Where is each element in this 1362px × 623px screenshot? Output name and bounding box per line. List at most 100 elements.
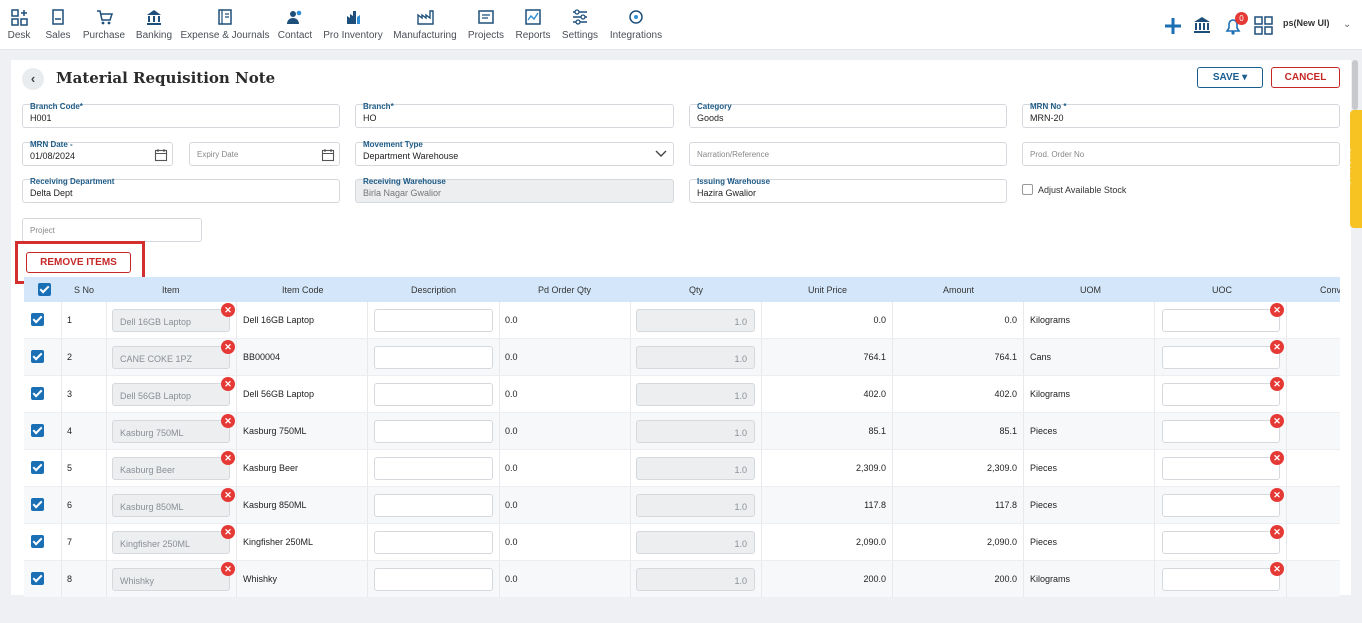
movement-type-select[interactable]: Movement Type Department Warehouse	[355, 140, 674, 166]
branch-field[interactable]: Branch* HO	[355, 102, 674, 128]
row-checkbox[interactable]	[31, 535, 44, 548]
description-input[interactable]	[374, 531, 493, 554]
remove-item-icon[interactable]: ✕	[221, 340, 235, 354]
checkbox[interactable]	[1022, 184, 1033, 195]
item-input[interactable]: Kasburg Beer	[112, 457, 230, 480]
item-input[interactable]: CANE COKE 1PZ	[112, 346, 230, 369]
qty-input[interactable]: 1.0	[636, 346, 755, 369]
page-scrollbar[interactable]	[1352, 60, 1358, 110]
mrn-date-field[interactable]: MRN Date - 01/08/2024	[22, 140, 173, 166]
receiving-department-field[interactable]: Receiving Department Delta Dept	[22, 177, 340, 203]
issuing-warehouse-field[interactable]: Issuing Warehouse Hazira Gwalior	[689, 177, 1007, 203]
description-input[interactable]	[374, 457, 493, 480]
remove-item-icon[interactable]: ✕	[221, 488, 235, 502]
row-checkbox[interactable]	[31, 498, 44, 511]
bank-icon[interactable]	[1192, 15, 1212, 38]
remove-uoc-icon[interactable]: ✕	[1270, 340, 1284, 354]
row-checkbox[interactable]	[31, 387, 44, 400]
remove-item-icon[interactable]: ✕	[221, 525, 235, 539]
item-input[interactable]: Kingfisher 250ML	[112, 531, 230, 554]
project-field[interactable]: Project	[22, 218, 202, 242]
uoc-input[interactable]	[1162, 309, 1280, 332]
company-label[interactable]: ps(New UI)	[1283, 18, 1330, 28]
uoc-input[interactable]	[1162, 531, 1280, 554]
qty-input[interactable]: 1.0	[636, 309, 755, 332]
qty-input[interactable]: 1.0	[636, 457, 755, 480]
calendar-icon[interactable]	[154, 148, 168, 162]
branch-code-field[interactable]: Branch Code* H001	[22, 102, 340, 128]
qty-input[interactable]: 1.0	[636, 383, 755, 406]
nav-expense-journals[interactable]: Expense & Journals	[175, 8, 276, 41]
remove-items-button[interactable]: REMOVE ITEMS	[26, 252, 131, 273]
narration-field[interactable]: Narration/Reference	[689, 142, 1007, 166]
item-input[interactable]: Kasburg 850ML	[112, 494, 230, 517]
nav-desk[interactable]: Desk	[4, 8, 34, 41]
nav-sales[interactable]: Sales	[43, 8, 73, 41]
expiry-date-field[interactable]: Expiry Date	[189, 142, 340, 166]
description-input[interactable]	[374, 420, 493, 443]
remove-uoc-icon[interactable]: ✕	[1270, 451, 1284, 465]
uom-cell: Kilograms	[1030, 574, 1071, 584]
uoc-input[interactable]	[1162, 568, 1280, 591]
save-button[interactable]: SAVE ▾	[1197, 67, 1263, 88]
description-input[interactable]	[374, 346, 493, 369]
qty-input[interactable]: 1.0	[636, 420, 755, 443]
row-checkbox[interactable]	[31, 572, 44, 585]
remove-item-icon[interactable]: ✕	[221, 377, 235, 391]
remove-uoc-icon[interactable]: ✕	[1270, 525, 1284, 539]
nav-settings[interactable]: Settings	[558, 8, 603, 41]
prod-order-no-field[interactable]: Prod. Order No	[1022, 142, 1340, 166]
description-input[interactable]	[374, 383, 493, 406]
description-input[interactable]	[374, 309, 493, 332]
calendar-icon[interactable]	[321, 148, 335, 162]
row-checkbox[interactable]	[31, 424, 44, 437]
item-input[interactable]: Whishky	[112, 568, 230, 591]
options-tab[interactable]: OPTIONS	[1343, 110, 1362, 228]
remove-item-icon[interactable]: ✕	[221, 451, 235, 465]
remove-uoc-icon[interactable]: ✕	[1270, 377, 1284, 391]
item-input[interactable]: Dell 16GB Laptop	[112, 309, 230, 332]
description-input[interactable]	[374, 568, 493, 591]
remove-uoc-icon[interactable]: ✕	[1270, 303, 1284, 317]
qty-input[interactable]: 1.0	[636, 494, 755, 517]
description-input[interactable]	[374, 494, 493, 517]
item-input[interactable]: Dell 56GB Laptop	[112, 383, 230, 406]
nav-contact[interactable]: Contact	[275, 8, 314, 41]
uoc-input[interactable]	[1162, 494, 1280, 517]
remove-item-icon[interactable]: ✕	[221, 562, 235, 576]
remove-uoc-icon[interactable]: ✕	[1270, 414, 1284, 428]
notifications-icon[interactable]: 0	[1223, 12, 1248, 39]
nav-manufacturing[interactable]: Manufacturing	[389, 8, 462, 41]
remove-item-icon[interactable]: ✕	[221, 414, 235, 428]
qty-value: 1.0	[734, 428, 747, 438]
qty-input[interactable]: 1.0	[636, 531, 755, 554]
cancel-button[interactable]: CANCEL	[1271, 67, 1340, 88]
qty-input[interactable]: 1.0	[636, 568, 755, 591]
nav-banking[interactable]: Banking	[134, 8, 173, 41]
add-icon[interactable]	[1163, 16, 1183, 39]
uoc-input[interactable]	[1162, 383, 1280, 406]
uoc-input[interactable]	[1162, 346, 1280, 369]
chevron-down-icon[interactable]: ⌄	[1343, 19, 1352, 30]
nav-reports[interactable]: Reports	[513, 8, 552, 41]
category-field[interactable]: Category Goods	[689, 102, 1007, 128]
nav-purchase[interactable]: Purchase	[82, 8, 127, 41]
back-button[interactable]: ‹	[22, 68, 44, 90]
row-checkbox[interactable]	[31, 350, 44, 363]
row-checkbox[interactable]	[31, 313, 44, 326]
select-all-checkbox[interactable]	[38, 283, 51, 296]
nav-integrations[interactable]: Integrations	[602, 8, 669, 41]
uoc-input[interactable]	[1162, 420, 1280, 443]
apps-grid-icon[interactable]	[1254, 16, 1273, 38]
uoc-input[interactable]	[1162, 457, 1280, 480]
nav-projects[interactable]: Projects	[464, 8, 509, 41]
mrn-no-field[interactable]: MRN No * MRN-20	[1022, 102, 1340, 128]
remove-uoc-icon[interactable]: ✕	[1270, 562, 1284, 576]
item-input[interactable]: Kasburg 750ML	[112, 420, 230, 443]
remove-item-icon[interactable]: ✕	[221, 303, 235, 317]
column-divider	[236, 487, 237, 523]
remove-uoc-icon[interactable]: ✕	[1270, 488, 1284, 502]
nav-pro-inventory[interactable]: Pro Inventory	[317, 8, 390, 41]
column-divider	[61, 339, 62, 375]
row-checkbox[interactable]	[31, 461, 44, 474]
